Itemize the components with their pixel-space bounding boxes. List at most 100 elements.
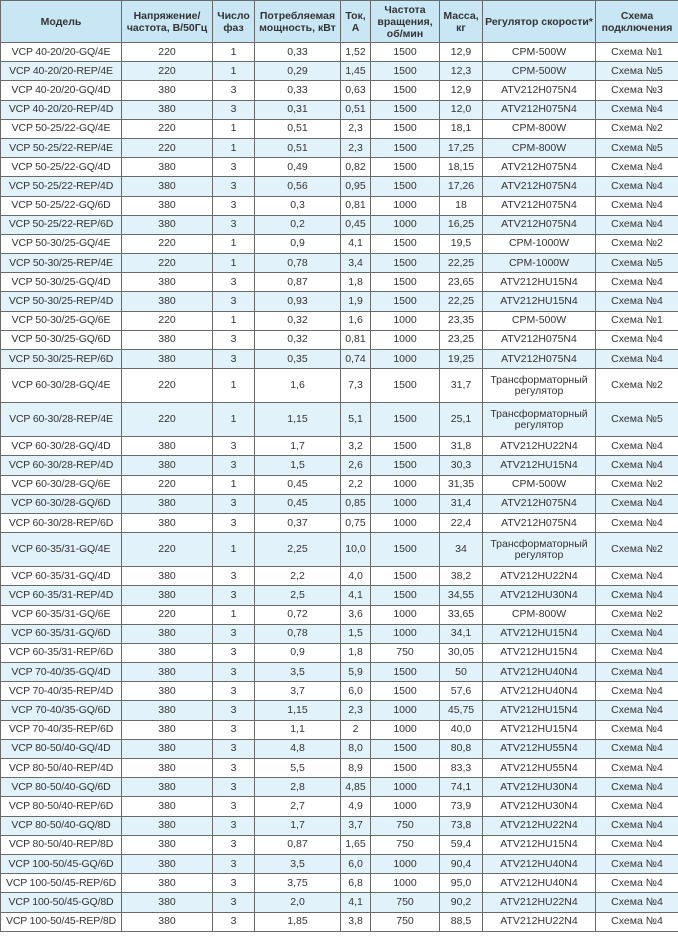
cell-mass: 12,9 [439,41,483,63]
cell-mass: 73,8 [439,815,483,836]
cell-phases: 3 [212,911,255,932]
cell-model: VCP 60-30/28-GQ/6D [0,493,122,514]
cell-power: 2,8 [254,777,341,798]
cell-mass: 33,65 [439,604,483,625]
cell-phases: 3 [212,512,255,534]
cell-current: 3,4 [340,253,371,274]
cell-regulator: ATV212HU15N4 [482,623,596,644]
cell-model: VCP 50-25/22-GQ/4E [0,118,122,139]
cell-power: 0,72 [254,604,341,625]
cell-current: 4,0 [340,566,371,587]
cell-mass: 31,7 [439,368,483,404]
cell-speed: 1000 [370,493,440,514]
cell-voltage: 380 [121,291,213,312]
table-row: VCP 70-40/35-GQ/4D 380 3 3,5 5,9 1500 50 ATV212… [0,662,678,683]
cell-mass: 30,05 [439,642,483,664]
cell-phases: 3 [212,291,255,312]
cell-current: 7,3 [340,368,371,404]
cell-phases: 3 [212,777,255,798]
cell-regulator: ATV212H075N4 [482,195,596,216]
cell-current: 3,2 [340,436,371,457]
table-row: VCP 40-20/20-GQ/4E 220 1 0,33 1,52 1500 12,9 CP… [0,41,678,63]
cell-scheme: Схема №4 [595,493,678,514]
cell-regulator: Трансформаторный регулятор [482,368,596,404]
cell-model: VCP 100-50/45-REP/6D [0,873,122,894]
cell-current: 8,9 [340,757,371,779]
cell-phases: 3 [212,681,255,702]
cell-mass: 34,1 [439,623,483,644]
cell-mass: 12,0 [439,99,483,120]
cell-scheme: Схема №4 [595,777,678,798]
cell-power: 0,2 [254,214,341,235]
cell-mass: 50 [439,662,483,683]
header-power: Потребляемая мощность, кВт [254,0,341,43]
cell-speed: 1500 [370,233,440,255]
cell-phases: 3 [212,642,255,664]
cell-phases: 3 [212,272,255,293]
cell-scheme: Схема №4 [595,815,678,836]
cell-phases: 1 [212,310,255,331]
cell-power: 1,1 [254,719,341,740]
cell-power: 3,75 [254,873,341,894]
cell-voltage: 380 [121,80,213,101]
cell-model: VCP 50-25/22-REP/4D [0,176,122,197]
cell-power: 1,5 [254,455,341,476]
table-row: VCP 50-25/22-GQ/4E 220 1 0,51 2,3 1500 18,1 CPM… [0,118,678,139]
cell-speed: 1500 [370,272,440,293]
cell-phases: 3 [212,176,255,197]
cell-power: 0,93 [254,291,341,312]
cell-current: 0,95 [340,176,371,197]
cell-regulator: ATV212HU22N4 [482,566,596,587]
cell-regulator: CPM-800W [482,604,596,625]
cell-current: 3,6 [340,604,371,625]
cell-power: 0,45 [254,474,341,495]
cell-scheme: Схема №4 [595,834,678,855]
cell-model: VCP 60-35/31-GQ/4D [0,566,122,587]
cell-current: 1,52 [340,41,371,63]
table-row: VCP 40-20/20-REP/4D 380 3 0,31 0,51 1500 12,0 A… [0,99,678,120]
cell-phases: 3 [212,436,255,457]
cell-power: 2,25 [254,532,341,568]
cell-voltage: 380 [121,700,213,721]
header-scheme: Схема подключения [595,0,678,43]
cell-speed: 1500 [370,118,440,139]
cell-mass: 31,4 [439,493,483,514]
cell-regulator: ATV212H075N4 [482,176,596,197]
cell-voltage: 380 [121,329,213,351]
cell-current: 1,8 [340,272,371,293]
cell-speed: 750 [370,892,440,913]
cell-phases: 3 [212,853,255,875]
header-current: Ток, А [340,0,371,43]
cell-current: 4,85 [340,777,371,798]
cell-phases: 3 [212,99,255,120]
cell-current: 6,0 [340,681,371,702]
cell-speed: 1000 [370,604,440,625]
cell-scheme: Схема №4 [595,738,678,760]
cell-power: 2,5 [254,585,341,606]
cell-speed: 1500 [370,436,440,457]
cell-regulator: ATV212HU15N4 [482,272,596,293]
cell-power: 0,45 [254,493,341,514]
cell-regulator: ATV212H075N4 [482,348,596,370]
cell-power: 1,15 [254,700,341,721]
header-speed: Частота вращения, об/мин [370,0,440,43]
cell-current: 6,0 [340,853,371,875]
cell-scheme: Схема №4 [595,512,678,534]
cell-phases: 3 [212,719,255,740]
cell-mass: 80,8 [439,738,483,760]
cell-phases: 3 [212,157,255,178]
header-phases: Число фаз [212,0,255,43]
cell-current: 0,51 [340,99,371,120]
cell-phases: 1 [212,604,255,625]
cell-regulator: ATV212HU30N4 [482,585,596,606]
cell-power: 1,6 [254,368,341,404]
cell-model: VCP 50-25/22-GQ/4D [0,157,122,178]
cell-scheme: Схема №4 [595,585,678,606]
cell-mass: 59,4 [439,834,483,855]
table-row: VCP 80-50/40-GQ/4D 380 3 4,8 8,0 1500 80,8 ATV2… [0,738,678,760]
cell-scheme: Схема №4 [595,700,678,721]
cell-mass: 23,65 [439,272,483,293]
table-header-row: Модель Напряжение/ частота, В/50Гц Число… [0,0,678,43]
cell-speed: 1500 [370,681,440,702]
cell-phases: 3 [212,892,255,913]
